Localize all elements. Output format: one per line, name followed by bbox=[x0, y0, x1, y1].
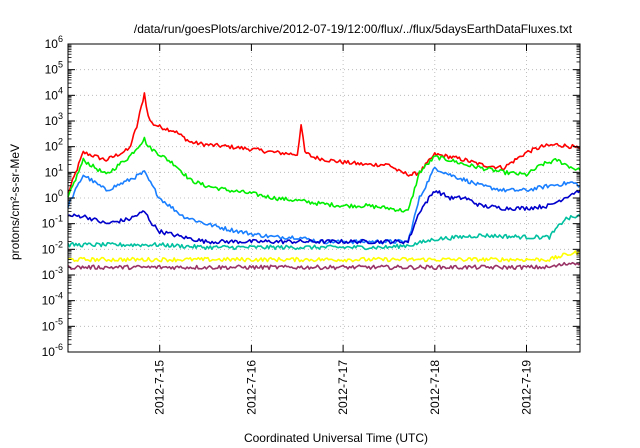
y-tick-label: 10-3 bbox=[42, 265, 63, 282]
y-tick-label: 105 bbox=[45, 60, 63, 77]
x-tick-label: 2012-7-17 bbox=[336, 360, 350, 415]
y-tick-label: 10-2 bbox=[42, 239, 63, 256]
ticks: 10-6 10-5 10-4 10-3 10-2 10-1 100 101 102 103 104 1… bbox=[42, 34, 580, 415]
x-tick-label: 2012-7-19 bbox=[520, 360, 534, 415]
x-tick-label: 2012-7-18 bbox=[428, 360, 442, 415]
y-tick-label: 102 bbox=[45, 137, 63, 154]
series-line bbox=[67, 214, 581, 251]
y-tick-label: 101 bbox=[45, 162, 63, 179]
y-tick-label: 10-5 bbox=[42, 316, 63, 333]
series-line bbox=[67, 166, 581, 245]
y-tick-label: 104 bbox=[45, 85, 63, 102]
x-tick-label: 2012-7-16 bbox=[244, 360, 258, 415]
series-line bbox=[67, 136, 581, 213]
grid bbox=[68, 44, 580, 352]
series-group bbox=[67, 92, 581, 271]
y-axis-label: protons/cm²-s-sr-MeV bbox=[8, 144, 22, 260]
series-line bbox=[67, 92, 581, 194]
y-tick-label: 10-6 bbox=[42, 342, 63, 359]
series-line bbox=[67, 261, 581, 271]
chart-title: /data/run/goesPlots/archive/2012-07-19/1… bbox=[134, 22, 573, 36]
series-line bbox=[67, 189, 581, 245]
y-tick-label: 106 bbox=[45, 34, 63, 51]
x-tick-label: 2012-7-15 bbox=[153, 360, 167, 415]
y-tick-label: 10-4 bbox=[42, 291, 63, 308]
x-axis-label: Coordinated Universal Time (UTC) bbox=[244, 431, 428, 445]
y-tick-label: 100 bbox=[45, 188, 63, 205]
series-line bbox=[68, 250, 581, 263]
y-tick-label: 103 bbox=[45, 111, 63, 128]
y-tick-label: 10-1 bbox=[42, 214, 63, 231]
